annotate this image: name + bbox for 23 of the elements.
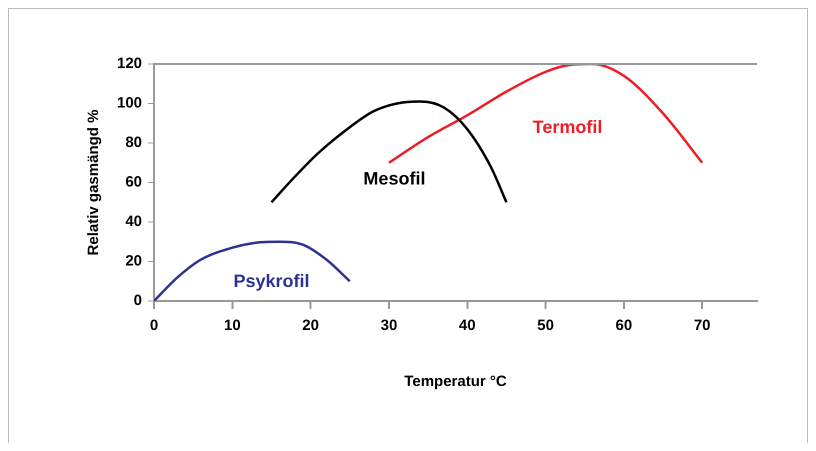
line-series — [270, 100, 508, 204]
x-tick-label: 70 — [694, 317, 711, 334]
x-tick-label: 60 — [616, 317, 632, 334]
line-series — [388, 64, 704, 164]
y-axis-title: Relativ gasmängd % — [85, 110, 102, 256]
x-tick-label: 50 — [537, 317, 554, 334]
x-tick-label: 10 — [224, 317, 241, 334]
x-tick-label: 0 — [150, 317, 158, 334]
y-tick-label: 0 — [134, 292, 142, 310]
series-label: Psykrofil — [233, 271, 310, 292]
series-label: Termofil — [532, 117, 602, 138]
y-tick-label: 20 — [125, 252, 142, 270]
x-tick-label: 40 — [458, 317, 476, 334]
y-tick-label: 100 — [116, 94, 142, 112]
y-tick-label: 60 — [125, 174, 142, 191]
x-tick-label: 20 — [302, 317, 319, 334]
y-tick-label: 80 — [125, 134, 142, 152]
x-axis-title: Temperatur °C — [404, 373, 507, 390]
y-tick-label: 120 — [116, 55, 142, 72]
y-tick-label: 40 — [125, 213, 142, 230]
line-series — [154, 240, 352, 301]
x-tick-label: 30 — [380, 317, 398, 334]
text: Mesofil — [363, 168, 426, 189]
